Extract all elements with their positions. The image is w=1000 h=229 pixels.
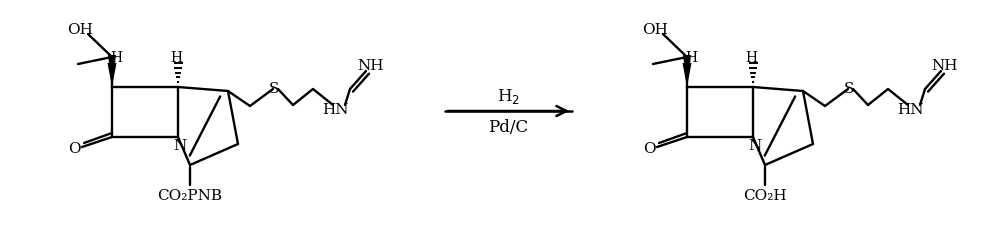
Text: N: N <box>748 138 762 152</box>
Text: O: O <box>643 141 655 155</box>
Polygon shape <box>682 64 692 88</box>
Text: NH: NH <box>932 59 958 73</box>
Text: H: H <box>745 51 757 65</box>
Text: H: H <box>170 51 182 65</box>
Polygon shape <box>108 64 116 88</box>
Text: HN: HN <box>322 103 348 117</box>
Text: OH: OH <box>642 23 668 37</box>
Text: HN: HN <box>897 103 923 117</box>
Text: H: H <box>110 51 122 65</box>
Text: H: H <box>685 51 697 65</box>
Text: O: O <box>68 141 80 155</box>
Text: Pd/C: Pd/C <box>488 118 529 135</box>
Text: S: S <box>269 82 279 95</box>
Text: S: S <box>844 82 854 95</box>
Polygon shape <box>683 56 691 88</box>
Text: CO₂PNB: CO₂PNB <box>158 188 222 202</box>
Text: CO₂H: CO₂H <box>743 188 787 202</box>
Text: N: N <box>173 138 187 152</box>
Text: H$_2$: H$_2$ <box>497 87 520 106</box>
Polygon shape <box>108 56 116 88</box>
Text: NH: NH <box>357 59 383 73</box>
Text: OH: OH <box>67 23 93 37</box>
